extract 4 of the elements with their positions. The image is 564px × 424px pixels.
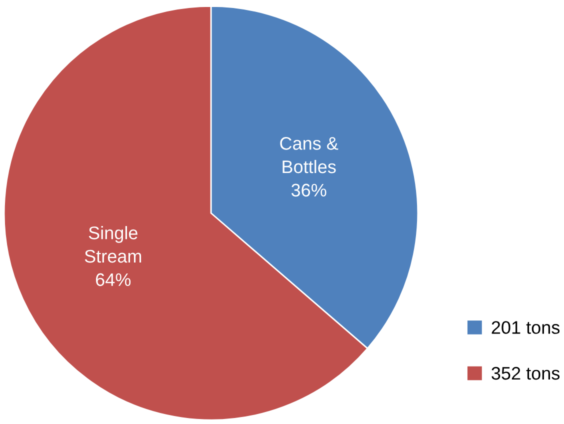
data-label: Cans & Bottles 36% (280, 137, 338, 197)
legend-label: 201 tons (492, 321, 560, 334)
data-label: Single Stream 64% (84, 226, 142, 286)
legend-label: 352 tons (492, 366, 560, 380)
